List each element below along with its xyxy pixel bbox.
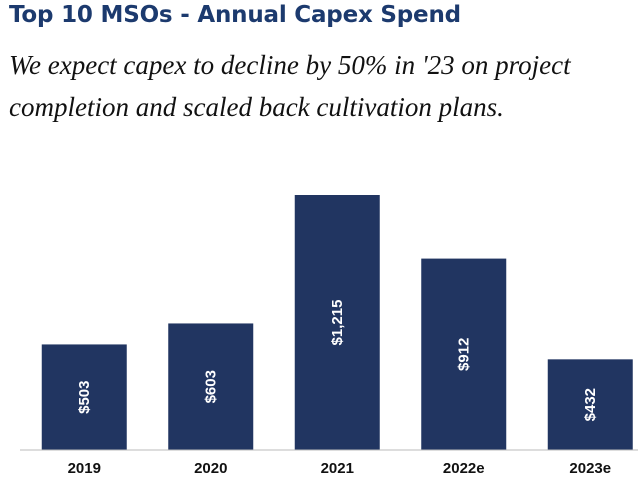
chart-title: Top 10 MSOs - Annual Capex Spend xyxy=(9,2,461,28)
x-tick-label-2022e: 2022e xyxy=(443,460,485,477)
data-label-2020: $603 xyxy=(202,370,219,403)
x-tick-label-2020: 2020 xyxy=(194,460,227,477)
data-label-2022e: $912 xyxy=(455,338,472,371)
x-tick-label-2023e: 2023e xyxy=(569,460,611,477)
data-label-2019: $503 xyxy=(76,381,93,414)
tick-labels-group: 2019 2020 2021 2022e 2023e xyxy=(68,460,612,477)
bar-2019 xyxy=(41,344,127,450)
bar-2020 xyxy=(168,323,254,450)
data-label-2023e: $432 xyxy=(582,388,599,421)
chart-subtitle: We expect capex to decline by 50% in '23… xyxy=(9,50,571,122)
bar-2023e xyxy=(547,359,633,450)
bars-group: $503 $603 $1,215 $912 $432 xyxy=(41,195,633,450)
bar-2022e xyxy=(421,258,507,450)
x-tick-label-2021: 2021 xyxy=(321,460,354,477)
bar-chart: $503 $603 $1,215 $912 $432 2019 2020 2021 2022e… xyxy=(20,195,638,477)
data-label-2021: $1,215 xyxy=(329,300,346,346)
bar-2021 xyxy=(294,195,380,450)
x-tick-label-2019: 2019 xyxy=(68,460,101,477)
